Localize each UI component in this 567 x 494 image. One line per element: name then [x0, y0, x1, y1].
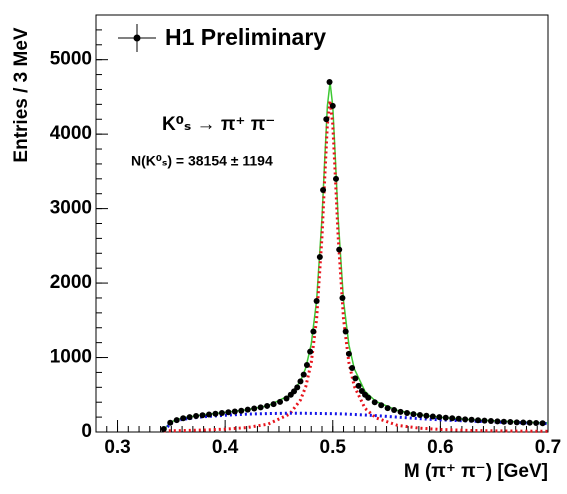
y-tick-label: 4000: [50, 123, 92, 144]
data-point: [494, 418, 501, 425]
data-point: [297, 378, 304, 385]
data-point: [320, 186, 327, 193]
data-point: [310, 328, 317, 335]
x-tick-label: 0.4: [212, 437, 239, 458]
data-point: [291, 388, 298, 395]
data-point: [336, 246, 343, 253]
data-point: [186, 414, 193, 421]
data-point: [283, 395, 290, 402]
data-point: [475, 417, 482, 424]
x-axis-label: M (π⁺ π⁻) [GeV]: [404, 461, 548, 482]
data-point: [307, 348, 314, 355]
y-axis-label: Entries / 3 MeV: [11, 27, 32, 162]
data-point: [212, 410, 219, 417]
data-point: [410, 411, 417, 418]
data-point: [244, 406, 251, 413]
data-point: [303, 361, 310, 368]
data-point: [539, 420, 546, 427]
data-point: [332, 175, 339, 182]
data-point: [442, 414, 449, 421]
data-point: [352, 375, 359, 382]
data-point: [436, 414, 443, 421]
data-point: [326, 79, 333, 86]
data-point: [507, 419, 514, 426]
data-point: [371, 399, 378, 406]
fit-curve: [163, 100, 549, 433]
data-point: [391, 407, 398, 414]
data-point: [500, 418, 507, 425]
data-point: [231, 408, 238, 415]
data-point: [294, 384, 301, 391]
data-point: [277, 398, 284, 405]
data-point: [167, 419, 174, 426]
data-point: [238, 407, 245, 414]
y-tick-label: 3000: [50, 198, 92, 219]
data-point: [533, 419, 540, 426]
data-point: [193, 412, 200, 419]
data-point: [339, 294, 346, 301]
data-point: [355, 382, 362, 389]
data-point: [257, 404, 264, 411]
data-point: [513, 419, 520, 426]
y-tick-label: 0: [81, 421, 92, 442]
annotation: K⁰ₛ → π⁺ π⁻: [162, 114, 275, 135]
data-point: [264, 402, 271, 409]
data-point: [468, 416, 475, 423]
x-tick-label: 0.6: [427, 437, 453, 458]
data-point: [384, 405, 391, 412]
data-point: [180, 415, 187, 422]
x-tick-label: 0.5: [320, 437, 347, 458]
legend: H1 Preliminary: [118, 24, 326, 52]
data-point: [329, 102, 336, 109]
x-tick-label: 0.7: [535, 437, 561, 458]
y-tick-label: 5000: [50, 49, 92, 70]
x-tick-label: 0.3: [104, 437, 130, 458]
data-point: [455, 415, 462, 422]
data-point: [397, 408, 404, 415]
fit-curve: [162, 411, 549, 432]
data-point: [404, 410, 411, 417]
data-point: [345, 350, 352, 357]
data-point: [526, 419, 533, 426]
data-point: [218, 410, 225, 417]
data-point: [300, 371, 307, 378]
data-point: [520, 419, 527, 426]
data-point: [462, 416, 469, 423]
data-point: [449, 415, 456, 422]
legend-label: H1 Preliminary: [165, 24, 326, 50]
data-point: [313, 297, 320, 304]
data-point: [323, 116, 330, 123]
data-point: [251, 405, 258, 412]
data-point: [423, 412, 430, 419]
data-point: [160, 426, 167, 433]
annotation: N(K⁰ₛ) = 38154 ± 1194: [131, 153, 273, 169]
data-point: [416, 412, 423, 419]
data-point: [173, 417, 180, 424]
data-point: [342, 328, 349, 335]
data-point: [270, 401, 277, 408]
y-tick-label: 2000: [50, 272, 92, 293]
data-point: [225, 409, 232, 416]
data-point: [365, 394, 372, 401]
data-point: [206, 411, 212, 418]
y-tick-label: 1000: [50, 347, 92, 368]
data-point: [481, 417, 488, 424]
data-point: [199, 412, 206, 419]
data-point: [487, 418, 494, 425]
data-point: [316, 254, 323, 261]
legend-marker: [133, 34, 141, 42]
data-point: [349, 364, 356, 371]
data-point: [429, 413, 436, 420]
data-point: [378, 402, 385, 409]
